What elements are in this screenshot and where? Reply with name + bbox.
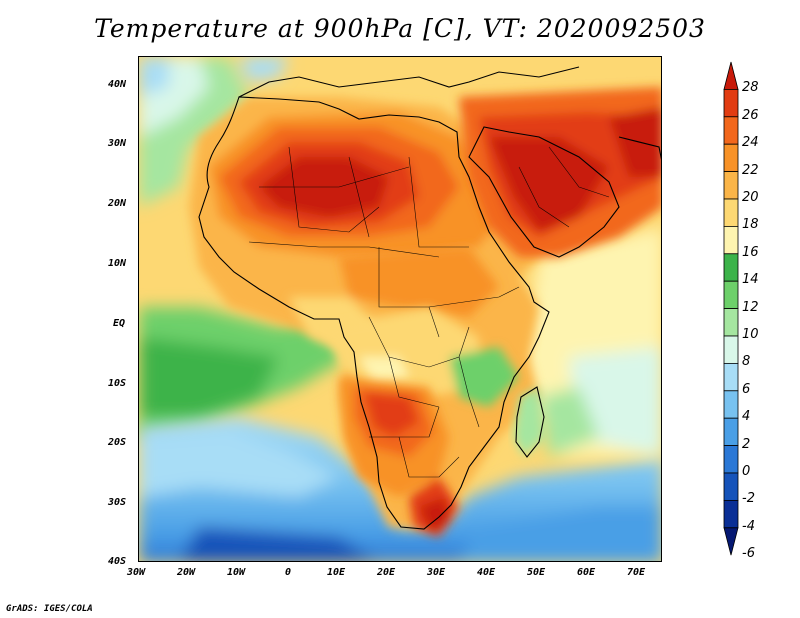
- lon-label-0: 0: [285, 567, 292, 578]
- colorbar-label: 4: [742, 409, 751, 425]
- colorbar-segment: [723, 308, 739, 337]
- indian-ocean-field: [519, 227, 661, 457]
- colorbar-segment: [723, 362, 739, 392]
- lon-label-20w: 20W: [177, 567, 196, 578]
- lat-label-40n: 40N: [108, 79, 127, 90]
- colorbar-segment: [723, 143, 739, 172]
- country-borders: [248, 146, 610, 478]
- colorbar-segment: [723, 116, 739, 145]
- lat-label-eq: EQ: [113, 318, 126, 329]
- colorbar-segment: [723, 253, 739, 282]
- colorbar-label: 14: [742, 272, 759, 288]
- colorbar-label: 26: [742, 107, 759, 123]
- africa-land-field: [189, 97, 559, 527]
- iran-coastline: [618, 136, 661, 160]
- europe-coastline: [238, 66, 580, 98]
- colorbar-segment: [723, 280, 739, 309]
- colorbar-label: 10: [742, 327, 759, 342]
- madagascar-coastline: [515, 386, 545, 458]
- colorbar-segment: [723, 335, 739, 364]
- lon-label-30w: 30W: [127, 567, 146, 578]
- colorbar-segment: [723, 499, 739, 529]
- southern-ocean-field: [139, 417, 661, 561]
- colorbar-label: 8: [742, 354, 751, 370]
- colorbar-label: 20: [742, 190, 759, 205]
- lon-label-70e: 70E: [627, 567, 646, 578]
- lat-label-30n: 30N: [108, 138, 127, 149]
- colorbar-segment: [723, 445, 739, 474]
- colorbar-segment: [723, 390, 739, 419]
- colorbar-label: 16: [742, 244, 759, 260]
- atlantic-equatorial-field: [139, 307, 349, 437]
- central-africa-field: [329, 307, 519, 407]
- atlantic-north-field: [139, 57, 289, 207]
- colorbar-top-arrow: [723, 61, 739, 90]
- colorbar-label: 2: [742, 436, 751, 452]
- lat-label-10n: 10N: [108, 258, 127, 269]
- colorbar-segment: [723, 472, 739, 501]
- colorbar-label: 22: [742, 162, 759, 178]
- colorbar: [723, 61, 739, 556]
- lat-label-10s: 10S: [108, 378, 127, 389]
- map-title: Temperature at 900hPa [C], VT: 202009250…: [94, 14, 706, 43]
- colorbar-label: 12: [742, 299, 759, 315]
- colorbar-label: 28: [742, 80, 759, 96]
- lon-label-20e: 20E: [377, 567, 396, 578]
- lon-label-30e: 30E: [427, 567, 446, 578]
- colorbar-label: 18: [742, 217, 759, 233]
- colorbar-label: 6: [742, 381, 751, 397]
- colorbar-label: -4: [742, 518, 755, 534]
- colorbar-segment: [723, 89, 739, 118]
- colorbar-segment: [723, 171, 739, 200]
- colorbar-bottom-arrow: [723, 527, 739, 556]
- colorbar-segment: [723, 198, 739, 227]
- colorbar-segment: [723, 417, 739, 447]
- coastlines: [198, 66, 661, 530]
- lon-label-10e: 10E: [327, 567, 346, 578]
- lat-label-20n: 20N: [108, 198, 127, 209]
- madagascar-field: [514, 387, 544, 457]
- colorbar-segment: [723, 225, 739, 255]
- colorbar-label: -6: [742, 546, 755, 562]
- lon-label-60e: 60E: [577, 567, 596, 578]
- arabia-coastline: [468, 126, 620, 258]
- colorbar-label: -2: [742, 491, 755, 507]
- credit-text: GrADS: IGES/COLA: [6, 604, 93, 614]
- colorbar-label: 24: [742, 135, 759, 151]
- lat-label-20s: 20S: [108, 437, 127, 448]
- lon-label-50e: 50E: [527, 567, 546, 578]
- lon-label-40e: 40E: [477, 567, 496, 578]
- temperature-map: [138, 56, 662, 562]
- africa-coastline: [198, 96, 550, 530]
- lat-label-40s: 40S: [108, 556, 127, 567]
- lat-label-30s: 30S: [108, 497, 127, 508]
- colorbar-label: 0: [742, 464, 751, 479]
- map-canvas: [139, 57, 661, 561]
- lon-label-10w: 10W: [227, 567, 246, 578]
